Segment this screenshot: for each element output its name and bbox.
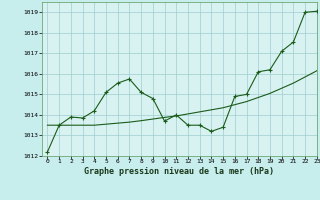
X-axis label: Graphe pression niveau de la mer (hPa): Graphe pression niveau de la mer (hPa) (84, 167, 274, 176)
